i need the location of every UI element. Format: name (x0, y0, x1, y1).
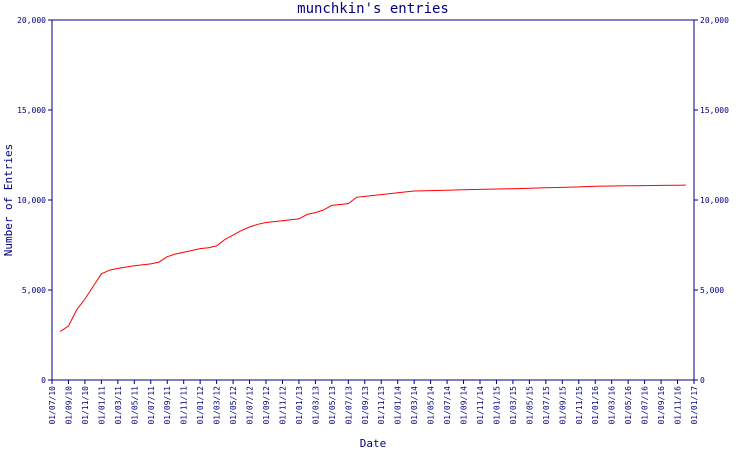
x-tick-label: 01/03/11 (114, 386, 123, 425)
x-tick-label: 01/07/13 (344, 386, 353, 425)
x-tick-label: 01/05/15 (525, 386, 534, 425)
x-tick-label: 01/01/11 (97, 386, 106, 425)
x-tick-label: 01/11/10 (81, 386, 90, 425)
x-tick-label: 01/09/10 (64, 386, 73, 425)
x-tick-label: 01/07/14 (443, 386, 452, 425)
y-tick-label-right: 5,000 (700, 286, 724, 295)
y-tick-label-right: 20,000 (700, 16, 729, 25)
y-axis-label: Number of Entries (2, 144, 15, 257)
x-tick-label: 01/01/12 (196, 386, 205, 425)
x-tick-label: 01/05/13 (328, 386, 337, 425)
y-tick-label-left: 5,000 (22, 286, 46, 295)
x-tick-label: 01/09/12 (262, 386, 271, 425)
x-tick-label: 01/03/15 (509, 386, 518, 425)
y-axis-left: 0 5,000 10,000 15,000 20,000 (17, 16, 52, 385)
y-tick-label-right: 15,000 (700, 106, 729, 115)
y-axis-right: 0 5,000 10,000 15,000 20,000 (694, 16, 729, 385)
x-tick-label: 01/01/16 (591, 386, 600, 425)
y-tick-label-left: 10,000 (17, 196, 46, 205)
x-tick-label: 01/01/17 (690, 386, 699, 425)
y-tick-label-left: 20,000 (17, 16, 46, 25)
x-axis-label: Date (360, 437, 387, 450)
x-tick-label: 01/11/16 (674, 386, 683, 425)
x-tick-label: 01/07/15 (542, 386, 551, 425)
x-tick-label: 01/09/13 (361, 386, 370, 425)
x-tick-label: 01/09/11 (163, 386, 172, 425)
x-tick-label: 01/11/15 (575, 386, 584, 425)
x-tick-label: 01/01/15 (492, 386, 501, 425)
x-tick-label: 01/07/11 (147, 386, 156, 425)
x-tick-label: 01/11/11 (180, 386, 189, 425)
series-layer (59, 184, 686, 332)
x-tick-label: 01/05/16 (624, 386, 633, 425)
x-tick-label: 01/11/14 (476, 386, 485, 425)
x-tick-label: 01/11/13 (377, 386, 386, 425)
x-tick-label: 01/05/11 (130, 386, 139, 425)
x-tick-label: 01/05/12 (229, 386, 238, 425)
y-tick-label-right: 0 (700, 376, 705, 385)
x-tick-label: 01/09/14 (460, 386, 469, 425)
plot-frame (51, 19, 695, 381)
x-tick-label: 01/09/16 (657, 386, 666, 425)
x-tick-label: 01/11/12 (278, 386, 287, 425)
x-axis: 01/07/10 01/09/10 01/11/10 01/01/11 01/03/11… (48, 380, 699, 425)
x-tick-label: 01/01/14 (394, 386, 403, 425)
series-line (59, 184, 686, 332)
x-tick-label: 01/07/10 (48, 386, 57, 425)
chart-title: munchkin's entries (297, 1, 449, 17)
x-tick-label: 01/09/15 (558, 386, 567, 425)
y-tick-label-left: 0 (41, 376, 46, 385)
x-tick-label: 01/01/13 (295, 386, 304, 425)
y-tick-label-right: 10,000 (700, 196, 729, 205)
x-tick-label: 01/05/14 (427, 386, 436, 425)
y-tick-label-left: 15,000 (17, 106, 46, 115)
x-tick-label: 01/07/12 (246, 386, 255, 425)
x-tick-label: 01/03/14 (410, 386, 419, 425)
x-tick-label: 01/03/12 (213, 386, 222, 425)
x-tick-label: 01/03/16 (608, 386, 617, 425)
x-tick-label: 01/03/13 (311, 386, 320, 425)
x-tick-label: 01/07/16 (641, 386, 650, 425)
